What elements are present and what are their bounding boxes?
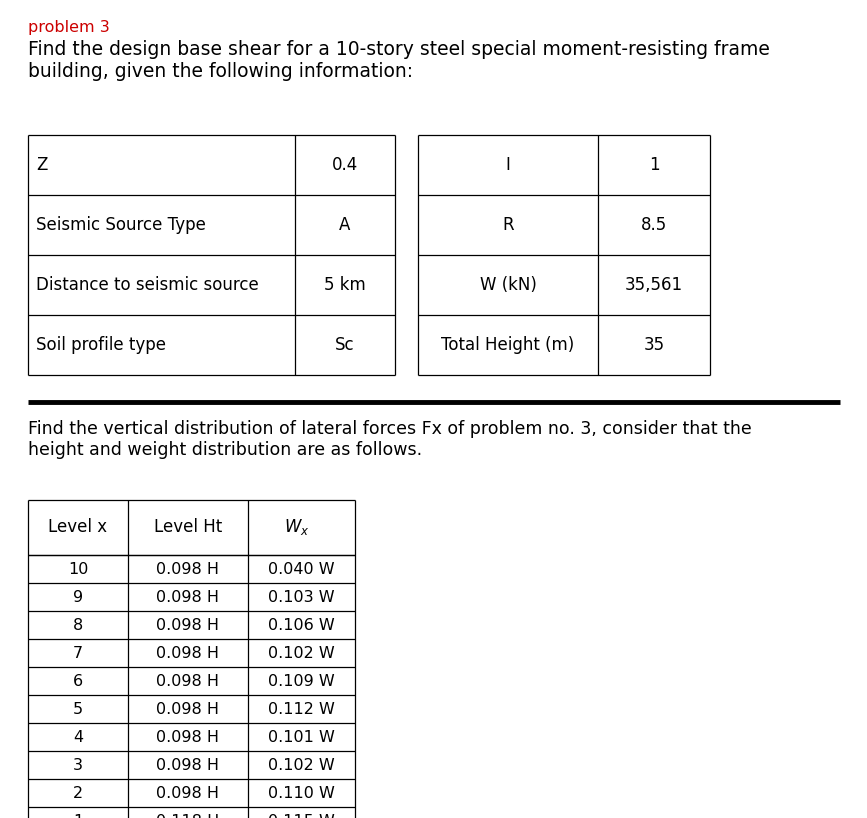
Text: 3: 3 bbox=[73, 757, 83, 772]
Text: 0.110 W: 0.110 W bbox=[268, 785, 335, 801]
Text: I: I bbox=[505, 156, 511, 174]
Text: A: A bbox=[339, 216, 350, 234]
Text: 35: 35 bbox=[643, 336, 665, 354]
Text: 0.098 H: 0.098 H bbox=[157, 561, 219, 577]
Text: $W_x$: $W_x$ bbox=[284, 517, 310, 537]
Text: Distance to seismic source: Distance to seismic source bbox=[36, 276, 258, 294]
Text: 0.112 W: 0.112 W bbox=[268, 702, 335, 717]
Text: 0.098 H: 0.098 H bbox=[157, 757, 219, 772]
Text: 6: 6 bbox=[73, 673, 83, 689]
Text: 0.4: 0.4 bbox=[332, 156, 358, 174]
Text: 7: 7 bbox=[73, 645, 83, 660]
Text: Level x: Level x bbox=[49, 518, 108, 536]
Text: 0.098 H: 0.098 H bbox=[157, 785, 219, 801]
Text: 5 km: 5 km bbox=[324, 276, 366, 294]
Text: 35,561: 35,561 bbox=[625, 276, 683, 294]
Text: Soil profile type: Soil profile type bbox=[36, 336, 166, 354]
Text: Seismic Source Type: Seismic Source Type bbox=[36, 216, 205, 234]
Text: 0.098 H: 0.098 H bbox=[157, 673, 219, 689]
Text: 0.109 W: 0.109 W bbox=[268, 673, 335, 689]
Text: 0.102 W: 0.102 W bbox=[268, 757, 335, 772]
Text: 0.040 W: 0.040 W bbox=[268, 561, 335, 577]
Text: 0.098 H: 0.098 H bbox=[157, 702, 219, 717]
Text: Total Height (m): Total Height (m) bbox=[441, 336, 575, 354]
Text: 0.106 W: 0.106 W bbox=[268, 618, 335, 632]
Text: 0.098 H: 0.098 H bbox=[157, 645, 219, 660]
Text: 0.103 W: 0.103 W bbox=[268, 590, 335, 605]
Text: R: R bbox=[502, 216, 514, 234]
Text: 9: 9 bbox=[73, 590, 83, 605]
Text: 8: 8 bbox=[73, 618, 83, 632]
Text: 0.098 H: 0.098 H bbox=[157, 730, 219, 744]
Text: 0.102 W: 0.102 W bbox=[268, 645, 335, 660]
Text: Find the vertical distribution of lateral forces Fx of problem no. 3, consider t: Find the vertical distribution of latera… bbox=[28, 420, 752, 459]
Text: 0.118 H: 0.118 H bbox=[156, 813, 219, 818]
Text: problem 3: problem 3 bbox=[28, 20, 110, 35]
Text: W (kN): W (kN) bbox=[479, 276, 537, 294]
Text: 1: 1 bbox=[73, 813, 83, 818]
Text: 10: 10 bbox=[68, 561, 88, 577]
Text: 2: 2 bbox=[73, 785, 83, 801]
Text: 0.098 H: 0.098 H bbox=[157, 590, 219, 605]
Text: 8.5: 8.5 bbox=[641, 216, 667, 234]
Text: 1: 1 bbox=[649, 156, 659, 174]
Text: Z: Z bbox=[36, 156, 48, 174]
Text: 5: 5 bbox=[73, 702, 83, 717]
Text: 0.101 W: 0.101 W bbox=[268, 730, 335, 744]
Text: 0.098 H: 0.098 H bbox=[157, 618, 219, 632]
Text: Level Ht: Level Ht bbox=[153, 518, 222, 536]
Text: Find the design base shear for a 10-story steel special moment-resisting frame
b: Find the design base shear for a 10-stor… bbox=[28, 40, 770, 81]
Text: Sc: Sc bbox=[336, 336, 355, 354]
Text: 4: 4 bbox=[73, 730, 83, 744]
Text: 0.115 W: 0.115 W bbox=[268, 813, 335, 818]
